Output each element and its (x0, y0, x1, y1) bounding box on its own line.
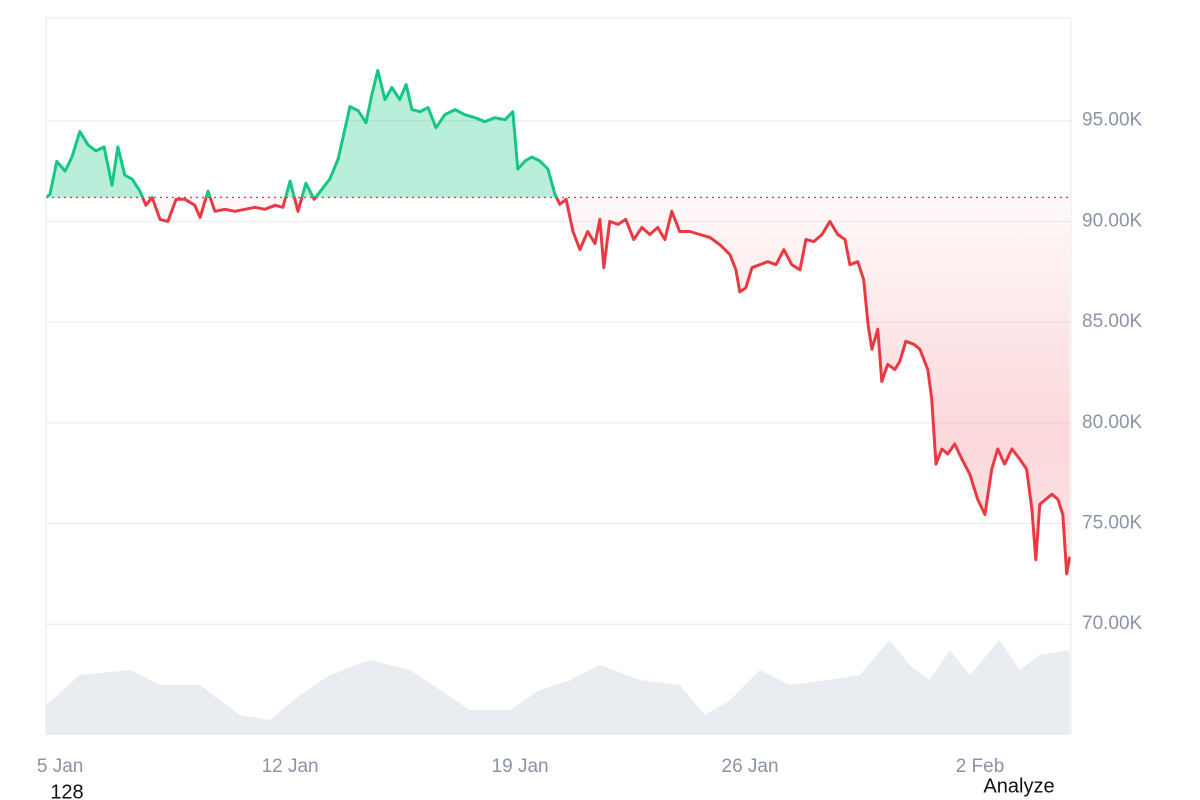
analyze-button[interactable]: Analyze (983, 775, 1054, 797)
x-tick-label: 2 Feb (956, 756, 1005, 777)
y-tick-label: 80.00K (1082, 412, 1143, 433)
y-tick-label: 90.00K (1082, 210, 1143, 231)
price-line (45, 68, 1072, 576)
x-tick-label: 19 Jan (492, 756, 549, 777)
x-tick-label: 12 Jan (262, 756, 319, 777)
volume-area (46, 640, 1070, 735)
y-tick-label: 95.00K (1082, 110, 1143, 131)
plot-area: 70.00K 75.00K 80.00K 85.00K 90.00K 95.00K 5 Ja… (37, 68, 1143, 777)
y-tick-label: 70.00K (1082, 613, 1143, 634)
x-tick-label: 5 Jan (37, 756, 83, 777)
y-tick-label: 75.00K (1082, 513, 1143, 534)
counter: 128 (50, 781, 83, 800)
x-tick-label: 26 Jan (722, 756, 779, 777)
y-tick-label: 85.00K (1082, 311, 1143, 332)
